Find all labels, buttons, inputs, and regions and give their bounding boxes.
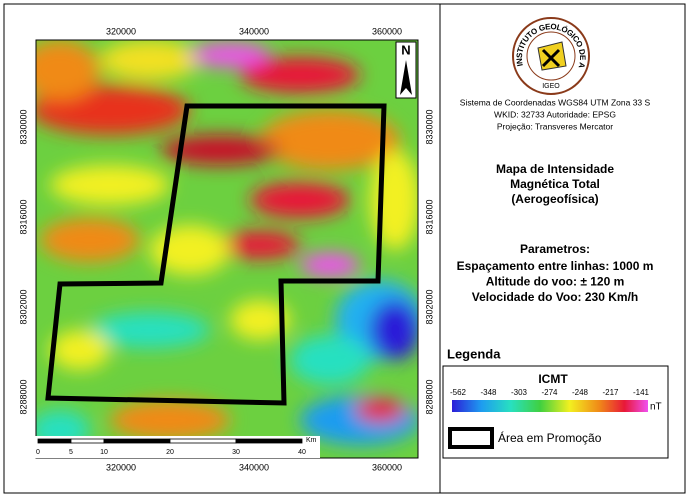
area-label: Área em Promoção: [498, 430, 602, 445]
anomaly: [160, 135, 280, 165]
x-label-bottom: 320000: [106, 462, 136, 472]
anomaly: [190, 43, 270, 67]
anomaly: [250, 182, 350, 218]
x-label-top: 360000: [372, 26, 402, 36]
param-line: Velocidade do Voo: 230 Km/h: [472, 290, 638, 304]
ramp-unit: nT: [650, 402, 662, 413]
logo-acronym: IGEO: [542, 83, 560, 90]
anomaly: [90, 312, 210, 348]
ramp-label: -274: [541, 388, 558, 397]
y-label-right: 8316000: [424, 199, 434, 234]
anomaly: [100, 40, 200, 80]
ramp-labels: -562 -348 -303 -274 -248 -217 -141: [450, 388, 650, 397]
ramp-label: -217: [602, 388, 619, 397]
ramp-label: -248: [572, 388, 589, 397]
magnetic-raster: [36, 40, 418, 458]
anomaly: [300, 253, 360, 277]
scale-segment: [70, 438, 105, 444]
map-title: Magnética Total: [510, 177, 600, 191]
area-swatch: [448, 427, 494, 449]
anomaly: [50, 165, 170, 205]
x-label-top: 340000: [239, 26, 269, 36]
scale-segment: [37, 438, 72, 444]
scale-segment: [169, 438, 237, 444]
scale-label: 10: [100, 449, 108, 456]
ramp-title: ICMT: [538, 372, 568, 386]
north-label: N: [401, 42, 410, 57]
y-label-left: 8302000: [18, 289, 28, 324]
y-label-right: 8288000: [424, 379, 434, 414]
anomaly: [50, 330, 110, 370]
color-ramp: [452, 400, 648, 412]
x-label-top: 320000: [106, 26, 136, 36]
scale-label: 0: [36, 449, 40, 456]
logo-hammers: [541, 48, 561, 68]
anomaly: [290, 335, 370, 385]
scale-label: 5: [69, 449, 73, 456]
anomaly: [240, 57, 360, 93]
north-arrow: N: [395, 41, 417, 99]
anomaly: [220, 231, 300, 259]
y-label-right: 8302000: [424, 289, 434, 324]
scale-label: 30: [232, 449, 240, 456]
anomaly: [40, 218, 140, 262]
scale-label: 20: [166, 449, 174, 456]
y-label-right: 8330000: [424, 109, 434, 144]
crs-line: Sistema de Coordenadas WGS84 UTM Zona 33…: [460, 97, 651, 107]
param-line: Altitude do voo: ± 120 m: [486, 275, 625, 289]
anomaly: [355, 398, 405, 422]
anomalies: [36, 40, 418, 450]
north-arrow-head: [400, 60, 412, 95]
scale-unit: Km: [306, 437, 317, 444]
side-panel-frame: [439, 3, 686, 494]
promotion-area: [45, 103, 387, 406]
scale-segment: [103, 438, 171, 444]
anomaly: [110, 400, 230, 440]
ramp-label: -348: [480, 388, 497, 397]
y-label-left: 8316000: [18, 199, 28, 234]
ramp-label: -303: [511, 388, 528, 397]
x-label-bottom: 340000: [239, 462, 269, 472]
params-title: Parametros:: [520, 242, 590, 256]
scale-segment: [235, 438, 303, 444]
crs-line: WKID: 32733 Autoridade: EPSG: [494, 109, 616, 119]
scale-label: 40: [298, 449, 306, 456]
ramp-label: -562: [450, 388, 467, 397]
y-label-left: 8330000: [18, 109, 28, 144]
map-title: Mapa de Intensidade: [496, 162, 614, 176]
map-title: (Aerogeofísica): [511, 192, 598, 206]
anomaly: [230, 300, 290, 340]
info-block: Sistema de Coordenadas WGS84 UTM Zona 33…: [457, 97, 654, 304]
legend-title: Legenda: [447, 346, 501, 361]
param-line: Espaçamento entre linhas: 1000 m: [457, 259, 654, 273]
coordinate-labels: 320000 320000 340000 340000 360000 360000 8330…: [18, 26, 434, 472]
x-label-bottom: 360000: [372, 462, 402, 472]
anomaly: [36, 40, 100, 100]
ramp-label: -141: [633, 388, 650, 397]
y-label-left: 8288000: [18, 379, 28, 414]
anomaly: [370, 300, 418, 360]
crs-line: Projeção: Transveres Mercator: [497, 121, 613, 131]
anomaly: [260, 110, 400, 170]
